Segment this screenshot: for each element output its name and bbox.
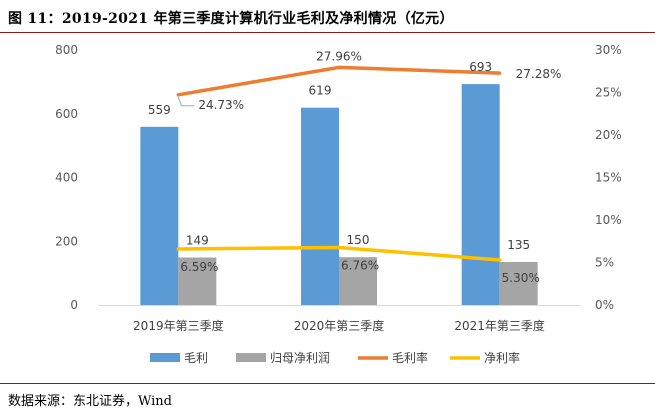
y-left-tick-label: 800 [55,43,78,57]
y-right-tick-label: 20% [595,128,622,142]
x-category-label: 2019年第三季度 [133,318,224,333]
y-right-tick-label: 0% [595,298,614,312]
title-rule [0,32,655,33]
y-left-tick-label: 400 [55,171,78,185]
legend-label: 毛利率 [392,350,428,365]
label-gross-profit: 559 [148,103,171,117]
x-category-label: 2020年第三季度 [294,318,385,333]
y-left-tick-label: 0 [70,298,78,312]
bar-gross-profit [461,84,500,305]
label-leader-line [177,96,195,107]
label-net-profit: 150 [347,233,370,247]
label-gross-margin: 27.28% [516,67,562,81]
legend-swatch [236,353,266,362]
label-net-margin: 6.59% [180,260,218,274]
bar-net-profit [339,257,377,305]
legend-label: 归母净利润 [270,351,330,365]
y-right-tick-label: 25% [595,86,622,100]
y-right-tick-label: 15% [595,171,622,185]
label-net-margin: 6.76% [341,259,379,273]
bar-net-profit [499,261,538,305]
legend-label: 净利率 [484,350,520,365]
x-category-label: 2021年第三季度 [454,318,545,333]
bar-gross-profit [301,107,339,305]
line-net-margin [176,245,502,262]
label-gross-margin: 27.96% [316,49,362,63]
line-gross-margin [176,65,502,97]
source-rule [0,383,655,384]
label-net-profit: 135 [507,238,530,252]
y-right-tick-label: 30% [595,43,622,57]
y-right-tick-label: 5% [595,256,614,270]
y-left-tick-label: 600 [55,107,78,121]
bar-gross-profit [140,126,179,305]
label-net-margin: 5.30% [502,271,540,285]
legend-label: 毛利 [184,351,208,365]
y-left-tick-label: 200 [55,234,78,248]
label-net-profit: 149 [186,234,209,248]
bar-net-profit [178,257,217,305]
label-gross-profit: 619 [309,84,332,98]
legend-swatch [150,353,180,362]
source-note: 数据来源：东北证券，Wind [8,394,172,409]
label-gross-profit: 693 [469,60,492,74]
label-gross-margin: 24.73% [198,98,244,112]
chart: 0 200 400 600 800 0% 5% 10% 15% 20% 25% 30% 2019年第三季… [55,43,622,365]
figure-title: 图 11：2019-2021 年第三季度计算机行业毛利及净利情况（亿元） [8,11,454,27]
y-right-tick-label: 10% [595,213,622,227]
